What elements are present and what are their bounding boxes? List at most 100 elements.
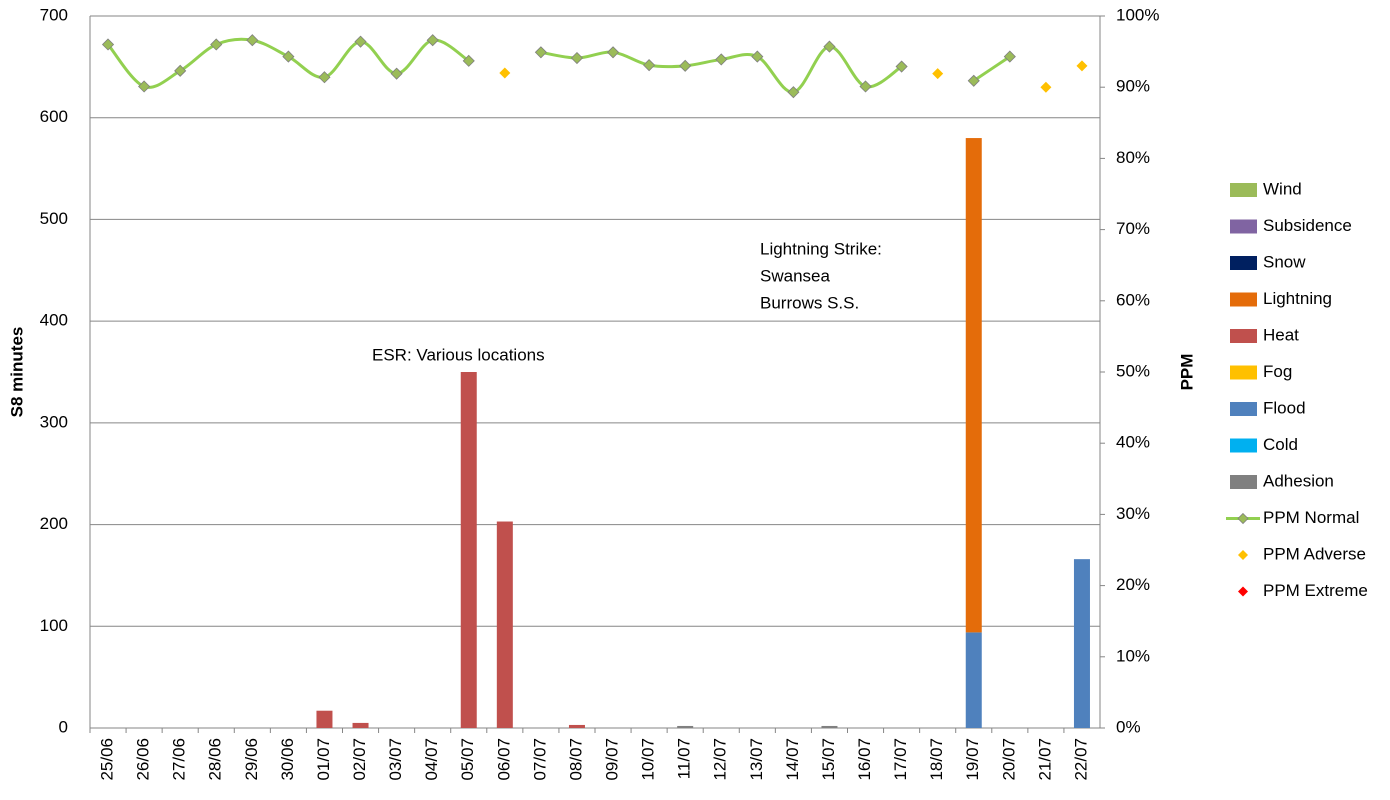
bar [677,725,694,728]
bar [496,521,513,728]
point-marker [499,67,511,79]
y-tick-label: 200 [40,514,68,533]
legend-label: Lightning [1263,289,1332,308]
x-tick-label: 01/07 [314,738,333,781]
bar [821,725,838,728]
x-tick-label: 22/07 [1071,738,1090,781]
y2-tick-label: 40% [1116,433,1150,452]
x-tick-label: 04/07 [422,738,441,781]
point-marker [210,38,223,51]
point-marker [967,74,980,87]
y-tick-label: 400 [40,311,68,330]
annotation: Lightning Strike: [760,239,882,258]
bar [965,138,982,633]
point-marker [751,50,764,63]
x-tick-label: 15/07 [819,738,838,781]
bar [352,722,369,728]
bar [460,372,477,728]
y-tick-label: 500 [40,209,68,228]
y2-tick-label: 70% [1116,219,1150,238]
y2-tick-label: 10% [1116,646,1150,665]
point-marker [318,71,331,84]
y-tick-label: 100 [40,616,68,635]
x-tick-label: 11/07 [675,738,694,779]
legend-label: PPM Extreme [1263,581,1368,600]
bar [1073,559,1090,728]
bar [316,710,333,728]
x-tick-label: 26/06 [134,738,153,781]
x-tick-label: 06/07 [494,738,513,781]
x-tick-label: 27/06 [170,738,189,781]
y2-tick-label: 80% [1116,148,1150,167]
point-marker [1003,50,1016,63]
y2-tick-label: 50% [1116,361,1150,380]
point-marker [282,50,295,63]
x-tick-label: 05/07 [458,738,477,781]
point-marker [606,46,620,59]
legend-swatch [1230,402,1257,416]
point-marker [787,86,800,99]
point-marker [643,59,656,72]
annotation: Swansea [760,266,830,285]
y-tick-label: 700 [40,5,68,24]
legend-label: PPM Adverse [1263,544,1366,563]
legend-label: Subsidence [1263,216,1352,235]
legend-swatch [1230,183,1257,197]
legend-label: Wind [1263,179,1302,198]
bar [568,724,585,728]
y2-tick-label: 90% [1116,77,1150,96]
y2-tick-label: 20% [1116,575,1150,594]
y2-tick-label: 60% [1116,290,1150,309]
legend-label: Fog [1263,362,1292,381]
point-marker [462,54,475,67]
point-marker [426,34,439,47]
legend-swatch [1230,438,1257,453]
legend-swatch [1230,365,1257,380]
y-tick-label: 600 [40,107,68,126]
legend-swatch [1230,292,1257,307]
x-tick-label: 21/07 [1035,738,1054,781]
x-tick-label: 12/07 [711,738,730,781]
legend-label: Snow [1263,252,1306,271]
x-tick-label: 10/07 [639,738,658,781]
point-marker [246,34,259,47]
point-marker [823,40,836,53]
x-tick-label: 16/07 [855,738,874,781]
annotation: Burrows S.S. [760,293,859,312]
point-marker [390,67,403,80]
x-tick-label: 28/06 [206,738,225,781]
point-marker [534,46,547,59]
point-marker [715,53,728,66]
y2-tick-label: 30% [1116,504,1150,523]
legend-label: Adhesion [1263,471,1334,490]
annotation: ESR: Various locations [372,345,545,364]
legend-marker [1237,512,1249,525]
point-marker [1040,81,1052,93]
point-marker [354,35,367,48]
y-tick-label: 300 [40,412,68,431]
bar [965,632,982,728]
point-marker [101,38,115,51]
line [106,37,1011,94]
point-marker [859,80,872,93]
x-tick-label: 20/07 [999,738,1018,781]
x-tick-label: 02/07 [350,738,369,781]
legend-label: Flood [1263,398,1306,417]
legend-swatch [1230,256,1257,270]
legend-swatch [1230,219,1257,234]
x-tick-label: 08/07 [566,738,585,781]
point-marker [932,68,944,80]
x-tick-label: 18/07 [927,738,946,781]
point-marker [679,59,692,72]
legend-label: Heat [1263,325,1299,344]
legend-marker [1238,550,1248,560]
legend-swatch [1230,475,1257,489]
x-tick-label: 30/06 [278,738,297,781]
x-tick-label: 03/07 [386,738,405,781]
point-marker [138,80,151,93]
x-tick-label: 19/07 [963,738,982,781]
point-marker [174,64,187,77]
legend-swatch [1230,329,1257,343]
x-tick-label: 09/07 [603,738,622,781]
